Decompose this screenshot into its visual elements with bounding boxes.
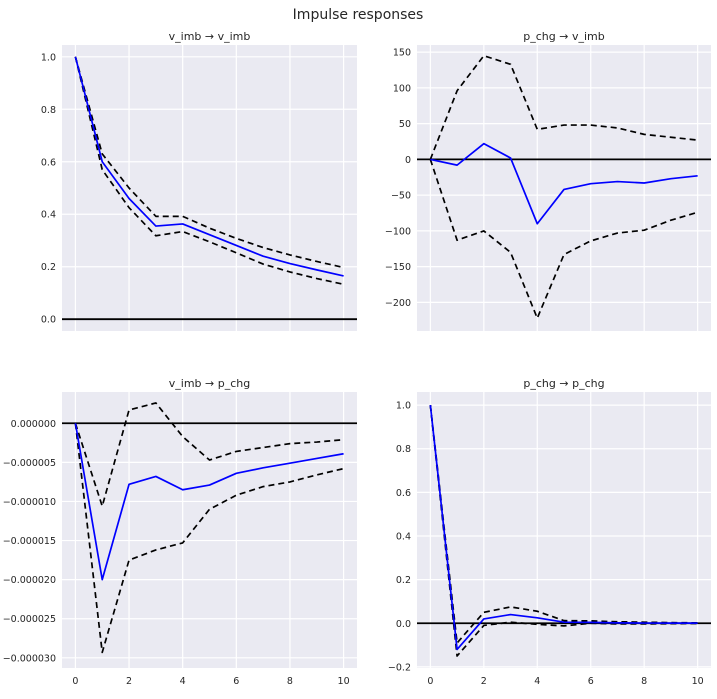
y-tick-label: 0 — [405, 155, 411, 166]
response-line — [430, 142, 698, 225]
panel-title: p_chg → p_chg — [523, 377, 604, 390]
x-tick-label: 2 — [126, 676, 132, 687]
confidence-lower-line — [74, 423, 344, 654]
plot-area — [62, 45, 357, 331]
y-tick-label: 0.2 — [396, 575, 411, 586]
response-line — [429, 404, 698, 651]
x-tick-label: 4 — [534, 676, 540, 687]
y-tick-label: −100 — [385, 226, 411, 237]
confidence-upper-line — [74, 56, 344, 269]
y-tick-label: 150 — [393, 48, 411, 59]
confidence-upper-line — [429, 54, 698, 160]
y-tick-label: −0.000020 — [3, 575, 56, 586]
y-tick-label: 1.0 — [396, 401, 411, 412]
plot-area — [417, 45, 711, 331]
confidence-upper-line — [74, 402, 344, 507]
x-tick-label: 4 — [180, 676, 186, 687]
panel-title: v_imb → v_imb — [169, 30, 251, 43]
panel-p-chg-v-imb: p_chg → v_imb −200 −150 −100 −50 0 50 100 150 — [385, 30, 711, 331]
y-tick-label: 0.2 — [41, 262, 56, 273]
x-tick-label: 6 — [233, 676, 239, 687]
y-tick-label: 100 — [393, 83, 411, 94]
y-tick-label: −0.000005 — [3, 458, 56, 469]
y-tick-label: 0.0 — [41, 315, 56, 326]
y-tick-label: −0.000030 — [3, 653, 56, 664]
y-tick-label: 1.0 — [41, 52, 56, 63]
y-tick-label: −50 — [391, 191, 411, 202]
x-tick-label: 2 — [481, 676, 487, 687]
figure-title: Impulse responses — [293, 7, 424, 23]
y-tick-label: 0.4 — [41, 210, 56, 221]
panel-p-chg-p-chg: p_chg → p_chg −0.2 0.0 0.2 0.4 0.6 0.8 1.0 0 2 4 6 8… — [388, 377, 711, 687]
y-tick-label: 0.6 — [396, 488, 411, 499]
y-tick-label: 0.0 — [396, 619, 411, 630]
y-tick-label: 0.6 — [41, 157, 56, 168]
x-tick-label: 0 — [72, 676, 78, 687]
panel-v-imb-v-imb: v_imb → v_imb 0.0 0.2 0.4 0.6 0.8 1.0 — [41, 30, 357, 331]
y-tick-label: −200 — [385, 298, 411, 309]
y-tick-label: −0.000010 — [3, 497, 56, 508]
confidence-lower-line — [74, 56, 344, 286]
y-tick-label: −150 — [385, 262, 411, 273]
x-tick-label: 10 — [692, 676, 704, 687]
y-tick-label: 0.000000 — [11, 419, 56, 430]
y-tick-label: 50 — [399, 119, 411, 130]
panel-title: v_imb → p_chg — [169, 377, 250, 390]
x-tick-label: 10 — [338, 676, 350, 687]
x-tick-label: 6 — [588, 676, 594, 687]
x-tick-label: 8 — [287, 676, 293, 687]
x-tick-label: 8 — [641, 676, 647, 687]
y-tick-label: 0.4 — [396, 532, 411, 543]
panel-title: p_chg → v_imb — [523, 30, 604, 43]
y-tick-label: −0.2 — [388, 662, 411, 673]
y-tick-label: −0.000025 — [3, 614, 56, 625]
plot-area — [62, 392, 357, 668]
panel-v-imb-p-chg: v_imb → p_chg −0.000030 −0.000025 −0.000020… — [3, 377, 357, 687]
response-line — [74, 56, 344, 277]
confidence-lower-line — [429, 159, 698, 319]
y-tick-label: −0.000015 — [3, 536, 56, 547]
y-tick-label: 0.8 — [396, 444, 411, 455]
x-tick-label: 0 — [427, 676, 433, 687]
response-line — [74, 423, 344, 581]
y-tick-label: 0.8 — [41, 105, 56, 116]
